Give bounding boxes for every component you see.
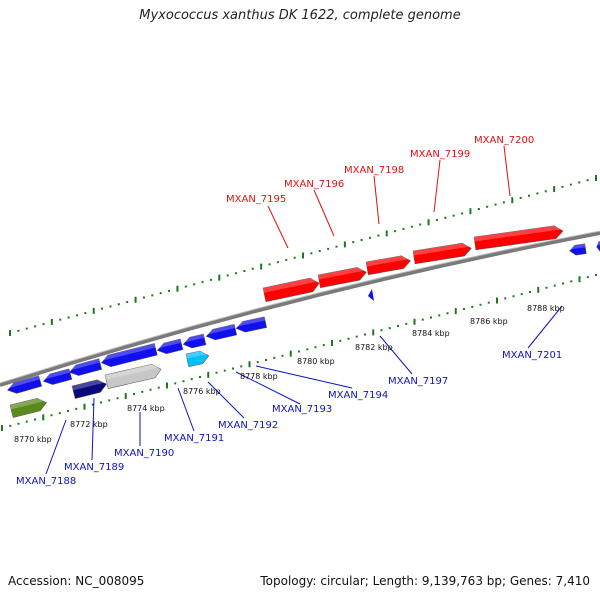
leader-line [91,397,95,461]
gene-arrow [104,363,162,389]
tick-label: 8780 kbp [297,357,335,366]
genome-summary-text: Topology: circular; Length: 9,139,763 bp… [260,574,590,588]
leader-line [255,365,353,389]
gene-arrow [68,358,103,376]
gene-arrow [205,323,238,341]
gene-label-reverse: MXAN_7197 [388,376,448,387]
tick-label: 8774 kbp [127,404,165,413]
tick-label: 8788 kbp [527,304,565,313]
leader-line [45,419,67,475]
tick-label: 8770 kbp [14,435,52,444]
tick-label: 8772 kbp [70,420,108,429]
coordinate-tick-labels: 8770 kbp 8772 kbp 8774 kbp 8776 kbp 8778 kbp… [14,304,565,444]
gene-arrow [101,343,158,367]
gene-arrow [42,368,73,385]
label-leader-lines [45,145,563,475]
gene-label-reverse: MXAN_7192 [218,420,278,431]
leader-line [527,305,563,349]
map-title: Myxococcus xanthus DK 1622, complete gen… [139,8,461,23]
gene-arrow [235,316,267,333]
gene-arrow [569,243,587,256]
tick-label: 8782 kbp [355,343,393,352]
gene-features [7,225,600,418]
accession-text: Accession: NC_008095 [8,574,145,588]
leader-line [379,335,413,375]
leader-line [433,159,441,213]
leader-line [313,189,335,237]
leader-line [177,387,195,432]
gene-arrow [473,225,564,251]
lower-tick-track [1,274,597,431]
gene-arrow [185,350,210,368]
gene-label-reverse: MXAN_7193 [272,404,332,415]
tick-label: 8786 kbp [470,317,508,326]
leader-line [207,381,245,419]
gene-arrow [262,277,320,302]
small-gene-marker [368,289,374,301]
gene-label-reverse: MXAN_7194 [328,390,388,401]
gene-arrow [596,240,600,252]
gene-label-reverse: MXAN_7191 [164,433,224,444]
leader-line [235,371,301,405]
gene-label-reverse: MXAN_7190 [114,448,174,459]
gene-arrow [156,338,184,354]
gene-label-forward: MXAN_7196 [284,179,344,190]
genome-backbone [0,231,600,387]
upper-tick-track [9,175,597,336]
gene-label-forward: MXAN_7199 [410,149,470,160]
genome-backbone-highlight [0,230,600,384]
gene-arrow [182,333,207,349]
gene-label-reverse: MXAN_7189 [64,462,124,473]
gene-label-reverse: MXAN_7188 [16,476,76,487]
tick-label: 8778 kbp [240,372,278,381]
tick-label: 8776 kbp [183,387,221,396]
gene-arrow [9,397,47,418]
gene-arrow [7,375,43,394]
leader-line [373,175,380,225]
gene-label-reverse: MXAN_7201 [502,350,562,361]
gene-label-forward: MXAN_7200 [474,135,534,146]
gene-arrow [317,267,367,289]
gene-arrow [365,255,411,276]
tick-label: 8784 kbp [412,329,450,338]
gene-arrow [412,242,472,265]
gene-arrow [71,379,107,399]
leader-line [503,145,511,197]
leader-line [267,205,289,249]
gene-label-forward: MXAN_7195 [226,194,286,205]
gene-label-forward: MXAN_7198 [344,165,404,176]
